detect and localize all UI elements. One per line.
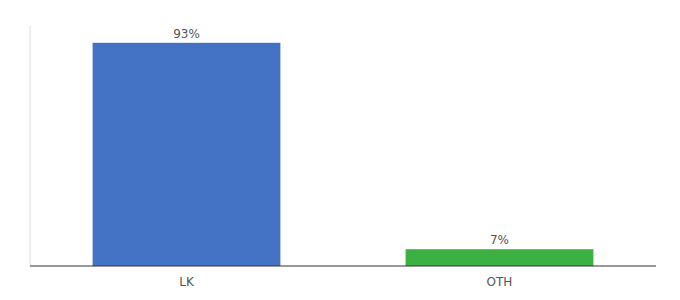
bars xyxy=(93,43,594,266)
chart-container: 93% 7% LK OTH xyxy=(0,0,680,300)
x-tick-label: OTH xyxy=(487,275,513,289)
x-tick-label: LK xyxy=(179,275,195,289)
bar xyxy=(93,43,281,266)
x-axis-line xyxy=(30,266,656,267)
chart: 93% 7% LK OTH xyxy=(0,0,680,300)
bar xyxy=(406,249,594,266)
data-label: 93% xyxy=(173,27,200,41)
data-label: 7% xyxy=(490,233,509,247)
y-axis-line xyxy=(30,26,31,266)
